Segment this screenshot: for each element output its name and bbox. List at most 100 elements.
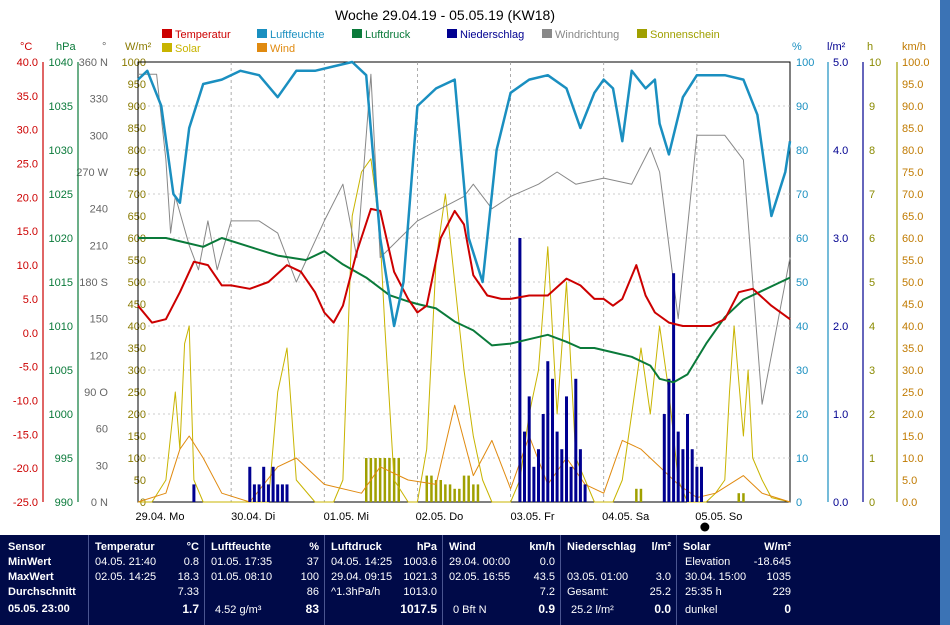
solar-current: 0	[784, 602, 791, 616]
winddir-tick-label: 0 N	[91, 497, 108, 509]
winddir-tick-label: 60	[96, 424, 108, 436]
x-axis-labels: 29.04. Mo 30.04. Di 01.05. Mi 02.05. Do 03.0…	[136, 511, 742, 532]
legend-swatch	[162, 43, 172, 52]
pressure-tick-label: 1015	[49, 277, 73, 289]
temp-tick-label: 30.0	[17, 125, 38, 137]
winddir-tick-label: 150	[90, 314, 108, 326]
temperature-line	[137, 207, 791, 327]
winddir-tick-label: 180 S	[79, 277, 108, 289]
sunshine-tick-label: 8	[869, 145, 875, 157]
solar-tick-label: 350	[128, 343, 146, 355]
sunshine-bar	[365, 458, 368, 502]
temp-tick-label: 5.0	[23, 294, 38, 306]
sunshine-bar	[453, 488, 456, 502]
sunshine-bar	[397, 458, 400, 502]
wind-beaufort: 0 Bft N	[453, 604, 487, 616]
pressure-tick-label: 1025	[49, 189, 73, 201]
luftdruck-min-value: 1003.6	[403, 556, 437, 568]
sunshine-tick-label: 10	[869, 57, 881, 69]
niederschlag-gesamt-label: Gesamt:	[567, 586, 609, 598]
x-tick-label: 02.05. Do	[416, 511, 464, 523]
durchschnitt-label: Durchschnitt	[8, 586, 76, 598]
luftfeuchte-average: 86	[306, 586, 319, 598]
niederschlag-gesamt: 25.2	[649, 586, 671, 598]
rain-bar	[192, 484, 196, 502]
luftfeuchte-absolute: 4.52 g/m³	[215, 604, 262, 616]
wind-max-value: 43.5	[533, 571, 555, 583]
temperatur-average: 7.33	[177, 586, 199, 598]
wind-tick-label: 75.0	[902, 167, 923, 179]
wind-tick-label: 5.0	[902, 475, 917, 487]
sunshine-bar	[639, 488, 643, 502]
wind-max-time: 02.05. 16:55	[449, 571, 511, 583]
rain-bar	[532, 466, 536, 502]
rain-tick-label: 2.0	[833, 321, 848, 333]
stats-sensor-column: Sensor MinWert MaxWert Durchschnitt 05.0…	[0, 535, 88, 625]
sunshine-bar	[383, 458, 387, 502]
solar-max-time: 30.04. 15:00	[685, 571, 747, 583]
legend-label: Niederschlag	[460, 29, 524, 41]
luftfeuchte-unit: %	[309, 541, 319, 553]
rain-tick-label: 3.0	[833, 233, 848, 245]
temperatur-current: 1.7	[182, 602, 199, 616]
pressure-tick-label: 995	[55, 453, 73, 465]
legend-label: Windrichtung	[555, 29, 619, 41]
humidity-tick-label: 40	[796, 321, 808, 333]
legend-swatch	[447, 29, 457, 38]
niederschlag-unit: l/m²	[651, 541, 671, 553]
wind-tick-label: 0.0	[902, 497, 917, 509]
x-tick-label: 29.04. Mo	[136, 511, 185, 523]
legend-label: Solar	[175, 43, 201, 55]
rain-bar	[662, 414, 666, 502]
solar-sunshine-value: 229	[772, 586, 791, 598]
rain-bar	[565, 396, 568, 502]
legend-swatch	[257, 29, 267, 38]
axis-unit-label: h	[867, 41, 873, 53]
sunshine-bar	[472, 484, 475, 502]
winddir-tick-label: 240	[90, 204, 108, 216]
temp-tick-label: 25.0	[17, 159, 38, 171]
rain-bar	[546, 361, 550, 502]
winddir-line	[138, 73, 791, 405]
rain-bar	[578, 449, 582, 502]
axis-unit-label: W/m²	[125, 41, 152, 53]
wind-average: 7.2	[539, 586, 555, 598]
winddir-tick-label: 120	[90, 350, 108, 362]
rain-bar	[527, 396, 531, 502]
sunshine-tick-label: 2	[869, 409, 875, 421]
temperatur-header: Temperatur	[95, 541, 155, 553]
pressure-tick-label: 1010	[49, 321, 73, 333]
temp-tick-label: 0.0	[23, 328, 38, 340]
weather-chart: Woche 29.04.19 - 05.05.19 (KW18) Tempera…	[13, 7, 930, 532]
rain-bar	[280, 484, 284, 502]
humidity-tick-label: 80	[796, 145, 808, 157]
x-tick-label: 30.04. Di	[231, 511, 275, 523]
rain-bar	[541, 414, 545, 502]
axis-unit-label: %	[792, 41, 802, 53]
rain-bar	[518, 238, 522, 502]
sunshine-bar	[374, 458, 377, 502]
pressure-tick-label: 1035	[49, 101, 73, 113]
sunshine-bar	[458, 488, 461, 502]
pressure-tick-label: 1040	[49, 57, 73, 69]
winddir-tick-label: 330	[90, 94, 108, 106]
solar-dark-label: dunkel	[685, 604, 718, 616]
sunshine-bar	[462, 475, 466, 502]
wind-tick-label: 70.0	[902, 189, 923, 201]
current-time-label: 05.05. 23:00	[8, 603, 70, 615]
solar-tick-label: 800	[128, 145, 146, 157]
winddir-tick-label: 90 O	[84, 387, 108, 399]
rain-tick-label: 4.0	[833, 145, 848, 157]
sunshine-bar	[742, 493, 745, 502]
stats-luftfeuchte-column: Luftfeuchte % 01.05. 17:35 37 01.05. 08:…	[204, 535, 325, 625]
solar-tick-label: 150	[128, 431, 146, 443]
rain-bar	[285, 484, 289, 502]
luftdruck-unit: hPa	[416, 541, 437, 553]
axis-unit-label: °C	[20, 41, 32, 53]
chart-legend: Temperatur Luftfeuchte Luftdruck Niederschl…	[162, 29, 720, 55]
luftdruck-max-time: 29.04. 09:15	[331, 571, 393, 583]
temp-tick-label: -20.0	[13, 463, 38, 475]
wind-tick-label: 65.0	[902, 211, 923, 223]
wind-tick-label: 30.0	[902, 365, 923, 377]
winddir-tick-label: 30	[96, 460, 108, 472]
